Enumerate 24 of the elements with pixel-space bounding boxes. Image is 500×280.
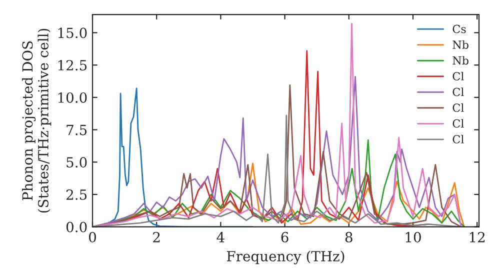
- x-tick-label: 8: [345, 232, 352, 242]
- legend-label: Nb: [452, 40, 468, 49]
- legend-label: Cl: [452, 134, 464, 144]
- legend-label: Nb: [452, 56, 468, 65]
- x-tick-label: 12: [470, 232, 485, 242]
- y-tick-label: 2.5: [66, 189, 87, 200]
- y-axis-title: Phonon projected DOS (States/THz·primitive cell): [22, 28, 52, 213]
- y-tick-label: 15.0: [58, 28, 87, 38]
- x-tick-label: 6: [281, 232, 288, 242]
- x-tick-label: 10: [406, 232, 421, 242]
- y-tick-label: 0.0: [66, 222, 87, 232]
- y-tick-label: 5.0: [66, 157, 87, 168]
- legend-label: Cl: [452, 88, 464, 96]
- x-tick-label: 0: [88, 232, 96, 242]
- legend-label: Cl: [452, 72, 464, 80]
- x-axis-title: Frequency (THz): [226, 250, 344, 264]
- y-tick-label: 7.5: [66, 124, 87, 136]
- legend-label: Cl: [452, 119, 464, 128]
- y-tick-label: 12.5: [58, 60, 87, 71]
- legend-label: Cs: [452, 24, 466, 34]
- y-tick-label: 10.0: [58, 92, 87, 103]
- legend-label: Cl: [452, 103, 464, 112]
- x-tick-label: 2: [153, 232, 160, 242]
- x-tick-label: 4: [216, 232, 224, 242]
